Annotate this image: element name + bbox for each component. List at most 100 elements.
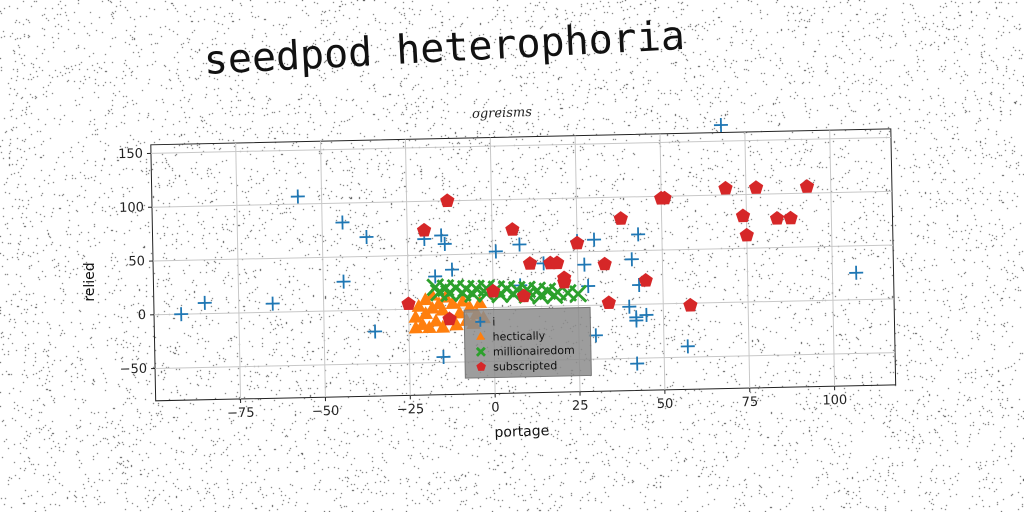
subscripted-point <box>570 235 585 250</box>
x-tick-label: 75 <box>742 395 759 410</box>
hectically-point <box>425 300 440 314</box>
y-grid-line <box>153 244 894 262</box>
subscripted-point <box>799 179 815 193</box>
y-axis-label: relied <box>82 262 98 301</box>
x-grid-line <box>659 133 666 390</box>
i-point <box>680 339 695 354</box>
i-point <box>445 262 460 277</box>
data-marks <box>174 118 864 371</box>
i-point <box>488 244 503 259</box>
x-tick-label: 25 <box>572 399 589 414</box>
x-grid-line <box>320 141 326 398</box>
i-point <box>335 215 350 230</box>
subscripted-point <box>485 283 501 298</box>
subscripted-point <box>783 210 798 225</box>
i-point <box>639 307 654 322</box>
i-point <box>197 295 212 310</box>
i-point <box>512 237 527 252</box>
subscripted-point <box>522 256 538 270</box>
i-point <box>577 257 592 272</box>
i-point <box>437 236 452 251</box>
legend-swatch-millionairedom <box>475 346 486 357</box>
y-grid-line <box>151 190 893 208</box>
x-grid-line <box>744 132 751 389</box>
x-grid-line <box>829 130 836 387</box>
millionairedom-point <box>545 286 564 305</box>
legend-label: hectically <box>492 329 545 343</box>
i-point <box>587 232 602 247</box>
i-point <box>849 265 864 280</box>
subscripted-point <box>613 211 628 225</box>
hectically-point <box>411 298 427 312</box>
i-point <box>631 227 646 242</box>
subscripted-point <box>597 256 612 271</box>
legend-swatch-subscripted <box>476 361 486 371</box>
subscripted-point <box>739 227 754 242</box>
series-i <box>174 118 864 371</box>
subscripted-point <box>657 190 672 205</box>
subscripted-point <box>416 222 432 237</box>
subscripted-point <box>638 273 653 287</box>
x-axis-label: portage <box>494 423 549 441</box>
y-grid-line <box>150 137 891 154</box>
subscripted-point <box>516 288 531 303</box>
i-point <box>434 228 449 243</box>
i-point <box>359 230 374 245</box>
x-grid-line <box>404 139 411 396</box>
i-point <box>622 299 637 314</box>
i-point <box>265 296 280 311</box>
millionairedom-point <box>439 284 459 303</box>
subscripted-point <box>718 180 733 195</box>
millionairedom-point <box>568 284 588 303</box>
y-tick-label: 100 <box>119 200 144 216</box>
subscripted-point <box>735 208 751 223</box>
hectically-point <box>422 320 437 334</box>
legend-box <box>463 306 592 379</box>
y-tick-label: 150 <box>118 147 143 163</box>
x-tick-label: 0 <box>491 400 500 415</box>
y-tick-label: 0 <box>138 308 147 323</box>
hectically-point <box>435 302 450 316</box>
legend-label: i <box>492 315 495 328</box>
subscripted-point <box>549 255 565 270</box>
millionairedom-point <box>504 284 523 304</box>
series-subscripted <box>401 179 815 326</box>
i-point <box>588 328 603 343</box>
subscripted-point <box>683 297 698 312</box>
i-point <box>713 118 728 133</box>
hectically-point <box>435 319 451 333</box>
x-tick-label: −50 <box>312 404 340 420</box>
subscripted-point <box>601 295 616 310</box>
y-tick-label: 50 <box>128 254 145 269</box>
subscripted-point <box>440 193 455 208</box>
legend-label: subscripted <box>493 359 557 373</box>
i-point <box>336 274 351 289</box>
legend-label: millionairedom <box>493 344 575 359</box>
i-point <box>436 349 451 364</box>
x-tick-label: 100 <box>822 393 847 409</box>
i-point <box>290 189 305 204</box>
x-tick-labels: −75 −50 −25 0 25 50 75 100 <box>227 386 847 422</box>
subscripted-point <box>442 311 457 326</box>
x-tick-label: −75 <box>227 406 255 422</box>
hectically-point <box>452 305 467 319</box>
hectically-point <box>408 309 423 323</box>
legend-swatch-hectically <box>476 331 486 340</box>
subscripted-point <box>769 210 785 225</box>
y-grid-line <box>154 298 895 316</box>
x-tick-label: −25 <box>397 402 425 418</box>
i-point <box>624 252 639 267</box>
i-point <box>581 279 596 294</box>
i-point <box>428 269 443 284</box>
y-tick-labels: −50 0 50 100 150 <box>118 147 156 378</box>
y-tick-label: −50 <box>119 362 147 378</box>
legend-swatch-i <box>475 316 486 327</box>
hectically-point <box>408 320 424 334</box>
series-millionairedom <box>426 278 588 305</box>
plot-area-group: −75 −50 −25 0 25 50 75 100 −50 0 50 100 150 ihectic… <box>118 118 897 422</box>
i-point <box>174 307 189 322</box>
